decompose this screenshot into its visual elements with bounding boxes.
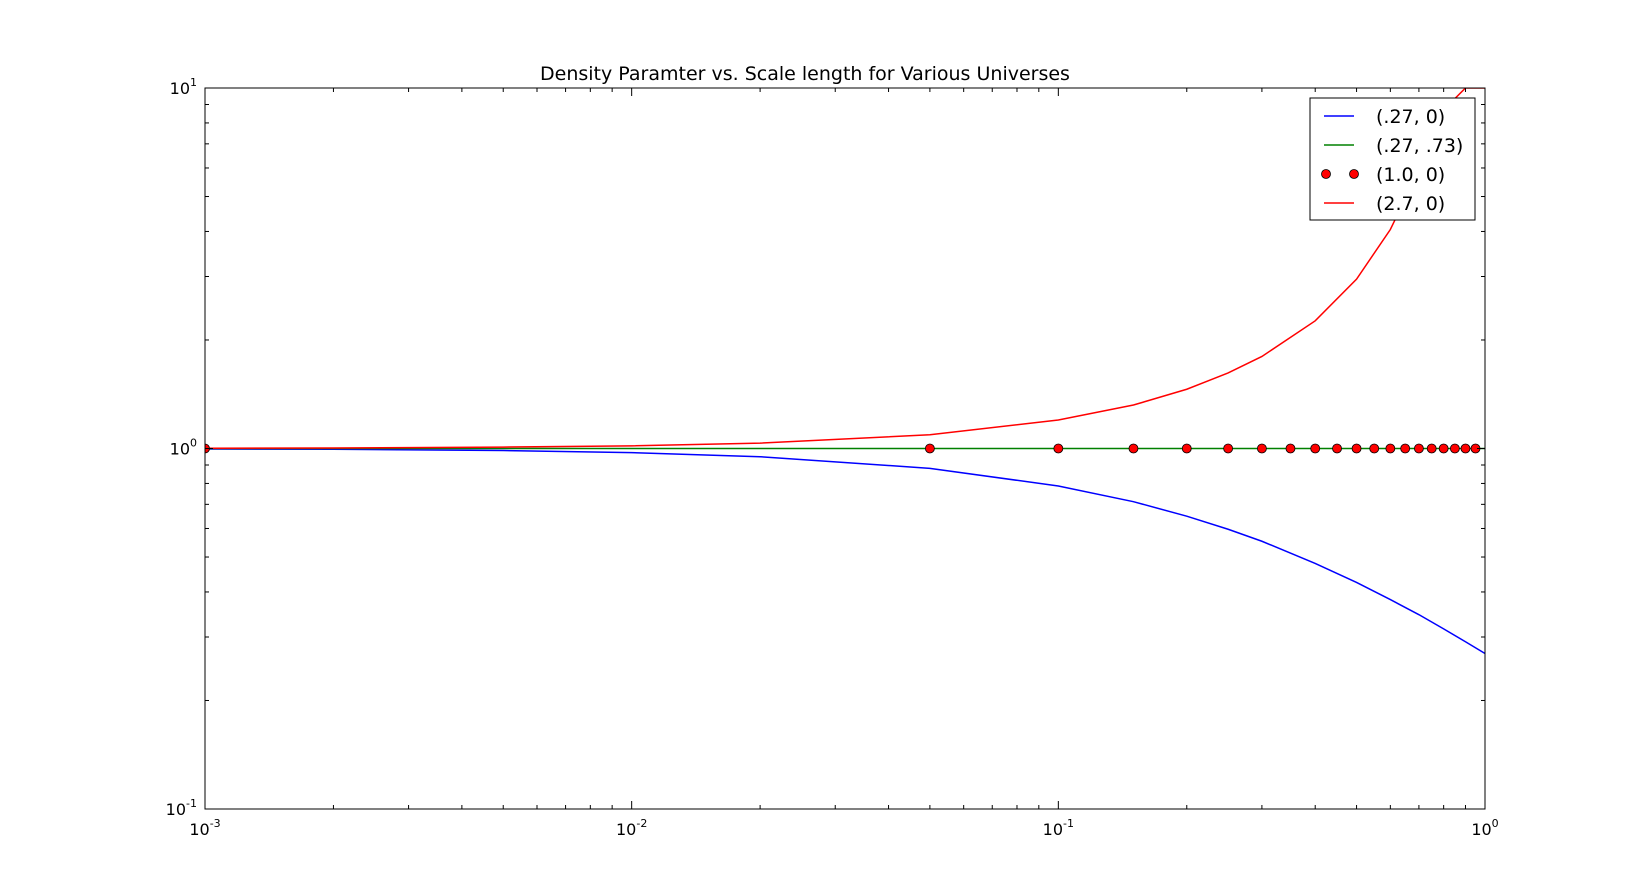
- chart-title: Density Paramter vs. Scale length for Va…: [540, 63, 1070, 85]
- data-point: [1310, 443, 1321, 454]
- legend-box: [1309, 97, 1476, 221]
- y-tick-label: 100: [170, 437, 197, 459]
- y-tick-label: 10-1: [166, 797, 197, 819]
- x-tick-label: 100: [1471, 817, 1498, 839]
- legend: (.27, 0) (.27, .73) (1.0, 0) (2.7, 0): [1309, 97, 1476, 221]
- legend-item: (2.7, 0): [1324, 193, 1445, 215]
- y-tick-label: 101: [170, 76, 197, 98]
- legend-label: (.27, 0): [1376, 106, 1445, 128]
- x-tick-label: 10-2: [616, 817, 647, 839]
- x-tick-label: 10-1: [1043, 817, 1074, 839]
- data-point: [1426, 443, 1437, 454]
- data-point: [1351, 443, 1362, 454]
- data-point: [1181, 443, 1192, 454]
- legend-label: (2.7, 0): [1376, 193, 1445, 215]
- data-point: [1414, 443, 1424, 454]
- axes: 10-3 10-2 10-1 100 10-1 100 101: [166, 76, 1499, 839]
- legend-label: (.27, .73): [1376, 135, 1463, 157]
- legend-label: (1.0, 0): [1376, 164, 1445, 186]
- data-point: [1385, 443, 1396, 454]
- data-point: [1400, 443, 1411, 454]
- series-line-0: [205, 448, 1485, 655]
- series-line-3: [205, 88, 1485, 449]
- data-point: [1369, 443, 1380, 454]
- legend-item: (.27, 0): [1324, 106, 1445, 128]
- data-point: [1332, 443, 1342, 454]
- data-point: [1460, 443, 1471, 454]
- data-point: [1053, 443, 1064, 454]
- legend-marker: [1321, 169, 1331, 179]
- data-point: [1128, 443, 1139, 454]
- x-tick-label: 10-3: [189, 817, 220, 839]
- legend-item: (.27, .73): [1324, 135, 1463, 157]
- data-point: [1257, 443, 1267, 454]
- data-point: [1285, 443, 1296, 454]
- data-point: [1449, 443, 1460, 454]
- data-point: [1438, 443, 1449, 454]
- legend-item: (1.0, 0): [1321, 164, 1445, 186]
- data-point: [924, 443, 935, 454]
- legend-marker: [1349, 169, 1359, 179]
- data-point: [1223, 443, 1234, 454]
- plot-area: [205, 88, 1485, 655]
